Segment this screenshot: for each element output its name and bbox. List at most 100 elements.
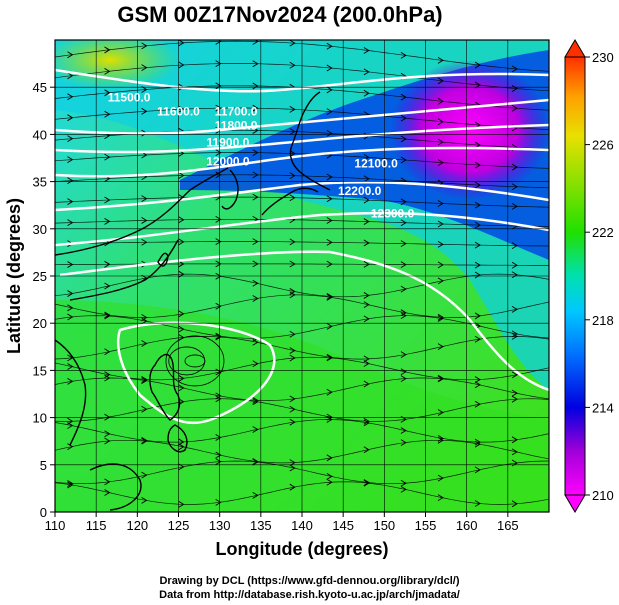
- streamline-arrow: [215, 302, 222, 310]
- streamline-arrow: [363, 380, 370, 388]
- streamline-arrow: [289, 354, 296, 362]
- streamline-arrow: [437, 474, 444, 482]
- streamline-arrow: [67, 363, 74, 370]
- streamline-arrow: [511, 305, 518, 313]
- x-tick-label: 110: [45, 518, 66, 533]
- streamline-arrow: [252, 127, 259, 134]
- streamline-arrow: [252, 397, 259, 404]
- streamline-arrow: [289, 150, 296, 157]
- streamline-arrow: [400, 312, 407, 320]
- streamline-arrow: [474, 381, 481, 389]
- streamline-arrow: [141, 340, 148, 347]
- y-tick-label: 40: [33, 127, 47, 142]
- streamline-arrow: [104, 348, 111, 356]
- streamline-arrow: [400, 114, 407, 122]
- colorbar-tick-label: 222: [592, 225, 614, 240]
- streamline-arrow: [67, 378, 74, 385]
- streamline-arrow: [141, 42, 148, 50]
- streamline-arrow: [400, 368, 407, 376]
- streamline-arrow: [363, 355, 370, 363]
- streamline-arrow: [289, 347, 296, 354]
- streamline-arrow: [289, 172, 296, 180]
- streamline-arrow: [252, 360, 259, 368]
- streamline-arrow: [141, 377, 148, 384]
- y-tick-label: 10: [33, 411, 47, 426]
- streamline-arrow: [511, 104, 518, 112]
- height-contour: [55, 123, 549, 154]
- streamline-arrow: [67, 156, 74, 164]
- streamline-arrow: [511, 261, 518, 269]
- height-contour: [116, 321, 276, 425]
- streamline-arrow: [67, 261, 74, 268]
- streamline-arrow: [141, 64, 148, 72]
- streamline-arrow: [363, 479, 370, 487]
- streamline-arrow: [178, 325, 185, 333]
- streamline-arrow: [363, 89, 370, 97]
- colorbar-tick-label: 226: [592, 138, 614, 153]
- streamline-arrow: [178, 438, 185, 446]
- height-contour: [55, 146, 549, 178]
- streamline-arrow: [326, 478, 333, 486]
- streamline-arrow: [141, 437, 148, 444]
- streamline-arrow: [252, 458, 259, 466]
- streamline-arrow: [326, 472, 333, 480]
- contour-label: 11600.0: [157, 105, 200, 119]
- streamline-arrow: [474, 181, 481, 189]
- streamline-arrow: [141, 376, 148, 383]
- streamline-arrow: [104, 478, 111, 486]
- streamline-arrow: [474, 61, 481, 69]
- streamline-arrow: [474, 335, 481, 343]
- streamline-arrow: [363, 260, 370, 268]
- streamline-arrow: [289, 418, 296, 426]
- streamline-arrow: [437, 434, 444, 442]
- streamline-arrow: [141, 496, 148, 504]
- streamline-arrow: [511, 330, 518, 338]
- streamline-arrow: [104, 46, 111, 54]
- coastline: [157, 252, 169, 267]
- streamline-arrow: [178, 443, 185, 451]
- streamline-arrow: [437, 374, 444, 382]
- streamline-arrow: [437, 200, 444, 207]
- streamline-arrow: [511, 202, 518, 210]
- x-tick-label: 165: [497, 518, 519, 533]
- streamline-arrow: [511, 183, 518, 191]
- streamline-arrow: [252, 82, 259, 90]
- streamline-arrow: [363, 446, 370, 454]
- streamline-arrow: [104, 218, 111, 225]
- streamline-arrow: [511, 389, 518, 397]
- x-tick-label: 115: [86, 518, 107, 533]
- streamline-arrow: [437, 313, 444, 321]
- y-tick-label: 25: [33, 269, 47, 284]
- streamline-arrow: [437, 375, 444, 383]
- coastline: [289, 91, 331, 191]
- streamline-arrow: [67, 443, 74, 451]
- streamline-arrow: [363, 154, 370, 161]
- contour-label: 12300.0: [371, 206, 415, 220]
- streamline-arrow: [474, 400, 481, 408]
- y-tick-label: 30: [33, 222, 47, 237]
- coastline: [221, 169, 239, 210]
- contour-label: 12100.0: [354, 156, 398, 170]
- streamline-arrow: [178, 105, 185, 113]
- streamline-arrow: [326, 354, 333, 362]
- height-contour: [55, 68, 549, 93]
- streamline-arrow: [363, 196, 370, 204]
- x-tick-label: 150: [373, 518, 395, 533]
- streamline-arrow: [67, 417, 74, 425]
- streamline-arrow: [252, 238, 259, 246]
- streamline-arrow: [400, 93, 407, 101]
- streamline-arrow: [289, 288, 296, 295]
- streamline-arrow: [215, 171, 222, 179]
- streamline-arrow: [141, 314, 148, 321]
- streamline-arrow: [215, 238, 222, 246]
- streamline-arrow: [474, 161, 481, 169]
- streamline-arrow: [252, 458, 259, 465]
- streamline-arrow: [178, 216, 185, 224]
- streamline-arrow: [215, 60, 222, 68]
- streamline-arrow: [289, 194, 296, 202]
- streamline-arrow: [363, 360, 370, 367]
- streamline-arrow: [437, 159, 444, 166]
- streamline-arrow: [67, 72, 74, 80]
- streamline-arrow: [437, 277, 444, 285]
